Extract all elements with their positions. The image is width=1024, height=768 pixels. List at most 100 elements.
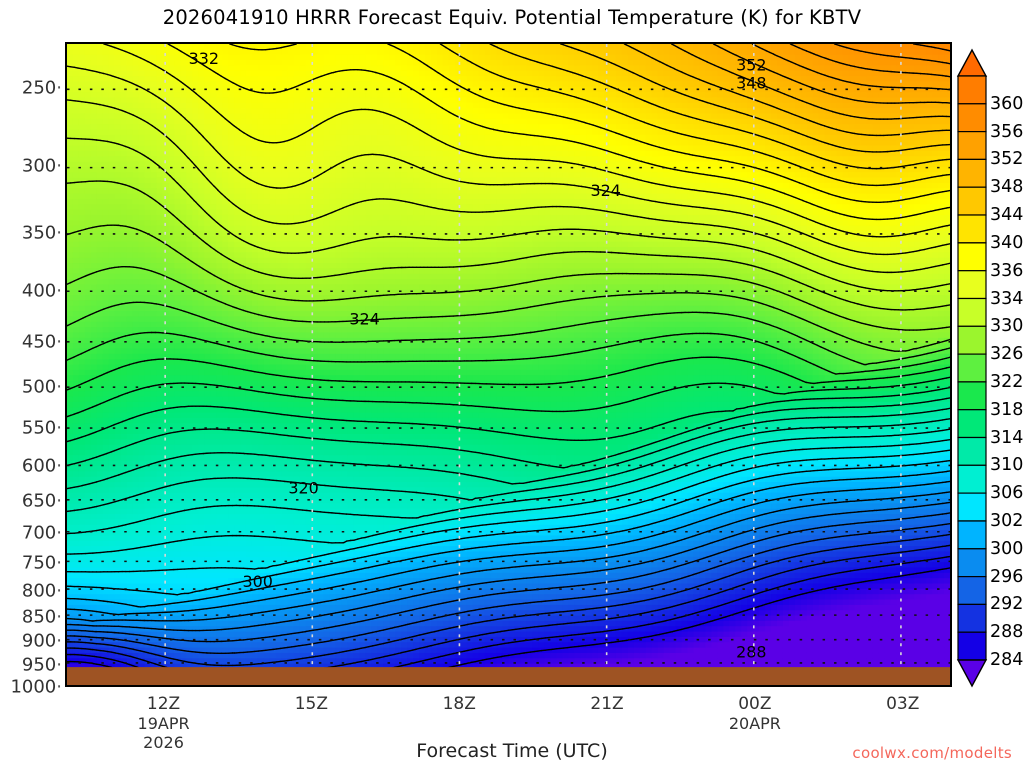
y-axis-tick-label: 300 <box>22 156 56 177</box>
x-axis-tick-12Z: 12Z 19APR 2026 <box>138 694 190 753</box>
y-axis-tick-1000: 1000· <box>10 677 62 698</box>
y-axis-tick-label: 250 <box>22 77 56 98</box>
y-axis-tick-label: 950 <box>22 654 56 675</box>
y-axis-tick-mark: · <box>56 456 62 477</box>
plot-area: 332 352 348 324 324 320 300 288 <box>65 42 952 687</box>
contour-lines <box>67 44 950 685</box>
x-axis-tick-label: 15Z <box>295 694 328 714</box>
y-axis-tick-950: 950· <box>22 654 62 675</box>
contour-label: 348 <box>736 73 766 92</box>
colorbar-band <box>957 297 987 327</box>
x-axis-tick-label: 21Z <box>590 694 623 714</box>
x-axis-tick-15Z: 15Z <box>295 695 328 714</box>
colorbar-swatches <box>956 48 988 688</box>
colorbar-arrow-top <box>956 48 988 77</box>
y-axis-tick-mark: · <box>56 377 62 398</box>
y-axis-tick-800: 800· <box>22 580 62 601</box>
colorbar-label-306: 306 <box>990 483 1023 503</box>
y-axis-tick-mark: · <box>56 490 62 511</box>
colorbar-label-336: 336 <box>990 261 1023 281</box>
y-axis-tick-label: 700 <box>22 522 56 543</box>
y-axis-tick-mark: · <box>56 677 62 698</box>
contour-label: 288 <box>736 643 766 662</box>
y-axis-tick-600: 600· <box>22 456 62 477</box>
colorbar-band <box>957 548 987 578</box>
colorbar-label-326: 326 <box>990 344 1023 364</box>
y-axis-tick-mark: · <box>56 552 62 573</box>
colorbar-band <box>957 242 987 272</box>
y-axis-tick-mark: · <box>56 331 62 352</box>
y-axis-tick-450: 450· <box>22 331 62 352</box>
watermark: coolwx.com/modelts <box>852 744 1012 762</box>
colorbar: 360 356 352 348 344 340 336 334 330 326 322 318 314 3… <box>956 48 1024 688</box>
colorbar-band <box>957 492 987 522</box>
y-axis-tick-350: 350· <box>22 223 62 244</box>
colorbar-band <box>957 75 987 105</box>
colorbar-label-302: 302 <box>990 511 1023 531</box>
y-axis-tick-mark: · <box>56 580 62 601</box>
colorbar-band <box>957 186 987 216</box>
x-axis-tick-03Z: 03Z <box>886 695 919 714</box>
y-axis-tick-label: 850 <box>22 606 56 627</box>
y-axis-tick-700: 700· <box>22 522 62 543</box>
colorbar-label-284: 284 <box>990 650 1023 670</box>
y-axis-tick-mark: · <box>56 156 62 177</box>
colorbar-band <box>957 214 987 244</box>
x-axis-tick-label: 18Z <box>443 694 476 714</box>
y-axis-tick-label: 650 <box>22 490 56 511</box>
x-axis-tick-label: 03Z <box>886 694 919 714</box>
contour-label: 300 <box>243 572 273 591</box>
y-axis-tick-label: 500 <box>22 377 56 398</box>
colorbar-label-330: 330 <box>990 316 1023 336</box>
y-axis-tick-mark: · <box>56 522 62 543</box>
y-axis-tick-250: 250· <box>22 77 62 98</box>
colorbar-label-356: 356 <box>990 122 1023 142</box>
colorbar-band <box>957 409 987 439</box>
colorbar-label-310: 310 <box>990 455 1023 475</box>
x-axis-tick-21Z: 21Z <box>590 695 623 714</box>
x-axis-tick-label: 12Z <box>147 694 180 714</box>
colorbar-label-322: 322 <box>990 372 1023 392</box>
colorbar-band <box>957 353 987 383</box>
x-axis-title: Forecast Time (UTC) <box>0 740 1024 762</box>
colorbar-band <box>957 270 987 300</box>
colorbar-label-352: 352 <box>990 149 1023 169</box>
y-axis-tick-550: 550· <box>22 418 62 439</box>
contour-label: 324 <box>349 309 379 328</box>
y-axis-tick-400: 400· <box>22 280 62 301</box>
colorbar-band <box>957 631 987 661</box>
colorbar-label-344: 344 <box>990 205 1023 225</box>
y-axis-tick-mark: · <box>56 418 62 439</box>
y-axis-tick-label: 550 <box>22 418 56 439</box>
y-axis-tick-mark: · <box>56 280 62 301</box>
y-axis-tick-mark: · <box>56 77 62 98</box>
colorbar-label-288: 288 <box>990 622 1023 642</box>
y-axis-tick-750: 750· <box>22 552 62 573</box>
y-axis-tick-mark: · <box>56 606 62 627</box>
colorbar-band <box>957 130 987 161</box>
colorbar-band <box>957 520 987 550</box>
x-axis: 12Z 19APR 2026 15Z 18Z 21Z 00Z 20APR 03Z <box>65 689 952 765</box>
y-axis-tick-650: 650· <box>22 490 62 511</box>
x-axis-tick-00Z: 00Z 20APR <box>729 694 781 734</box>
colorbar-band <box>957 325 987 355</box>
colorbar-band <box>957 158 987 188</box>
x-axis-tick-date: 20APR <box>729 714 781 733</box>
y-axis-tick-label: 900 <box>22 631 56 652</box>
y-axis-tick-500: 500· <box>22 377 62 398</box>
x-axis-tick-date: 19APR <box>138 714 190 733</box>
x-axis-tick-18Z: 18Z <box>443 695 476 714</box>
colorbar-label-340: 340 <box>990 233 1023 253</box>
y-axis-tick-label: 350 <box>22 223 56 244</box>
y-axis-tick-850: 850· <box>22 606 62 627</box>
terrain-band <box>67 667 950 685</box>
y-axis-tick-900: 900· <box>22 631 62 652</box>
x-axis-tick-label: 00Z <box>738 694 771 714</box>
colorbar-band <box>957 464 987 494</box>
y-axis-tick-label: 800 <box>22 580 56 601</box>
colorbar-band <box>957 603 987 633</box>
colorbar-band <box>957 381 987 411</box>
y-axis-tick-label: 400 <box>22 280 56 301</box>
